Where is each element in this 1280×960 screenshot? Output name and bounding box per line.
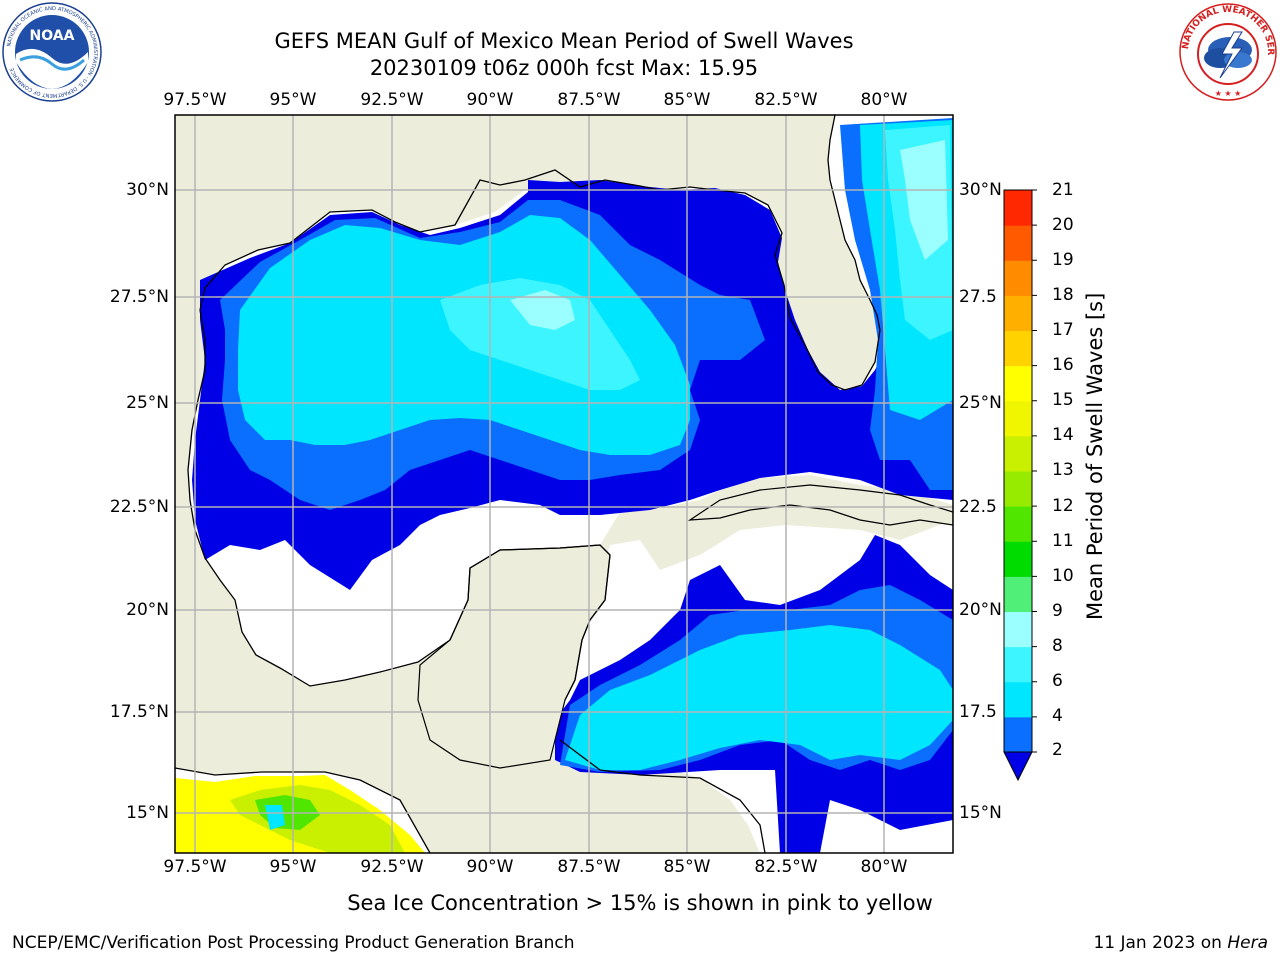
noaa-logo: NOAA NATIONAL OCEANIC AND ATMOSPHERIC AD… xyxy=(2,2,102,102)
colorbar-tick-label: 21 xyxy=(1052,180,1074,200)
lon-tick-bottom: 95°W xyxy=(269,857,317,877)
colorbar-tick-label: 19 xyxy=(1052,250,1074,270)
coastline-mexico xyxy=(187,309,611,701)
colorbar-band xyxy=(1004,190,1032,226)
pacific-swell-cyan xyxy=(265,805,285,830)
lon-tick-top: 85°W xyxy=(663,90,711,110)
colorbar-tick-label: 11 xyxy=(1052,531,1074,551)
lon-tick-bottom: 90°W xyxy=(466,857,514,877)
colorbar-tick-label: 9 xyxy=(1052,601,1063,621)
colorbar-tick-label: 14 xyxy=(1052,425,1074,445)
colorbar-band xyxy=(1004,400,1032,437)
colorbar-band xyxy=(1004,681,1032,718)
grid-lines xyxy=(175,115,953,853)
coastline-central-america xyxy=(175,739,766,853)
lat-tick-right: 20°N xyxy=(959,600,1002,620)
nws-logo: NATIONAL WEATHER SERVICE ★ ★ ★ xyxy=(1175,0,1278,102)
lat-tick-left: 22.5°N xyxy=(109,497,169,517)
colorbar-tick-label: 20 xyxy=(1052,215,1074,235)
colorbar-band xyxy=(1004,330,1032,367)
footer-credit: NCEP/EMC/Verification Post Processing Pr… xyxy=(12,933,575,953)
lat-tick-right: 22.5 xyxy=(959,497,997,517)
footer-date: 11 Jan 2023 on Hera xyxy=(1093,933,1268,953)
colorbar-tick-label: 15 xyxy=(1052,390,1074,410)
map-title: GEFS MEAN Gulf of Mexico Mean Period of … xyxy=(274,29,854,53)
lat-tick-left: 25°N xyxy=(126,393,169,413)
colorbar-band xyxy=(1004,541,1032,577)
colorbar-band xyxy=(1004,506,1032,542)
lat-tick-left: 15°N xyxy=(126,803,169,823)
colorbar-label: Mean Period of Swell Waves [s] xyxy=(1083,292,1107,620)
colorbar-tick-label: 2 xyxy=(1052,740,1063,760)
svg-text:NOAA: NOAA xyxy=(30,28,75,44)
lat-tick-right: 27.5 xyxy=(959,287,997,307)
colorbar-band xyxy=(1004,435,1032,472)
colorbar-tick-label: 13 xyxy=(1052,460,1074,480)
colorbar-band xyxy=(1004,611,1032,648)
lon-tick-top: 80°W xyxy=(860,90,908,110)
coastline-us xyxy=(199,115,881,391)
lat-tick-right: 17.5 xyxy=(959,702,997,722)
lat-tick-right: 30°N xyxy=(959,180,1002,200)
lat-tick-left: 30°N xyxy=(126,180,169,200)
lon-tick-bottom: 92.5°W xyxy=(360,857,424,877)
footer-host: Hera xyxy=(1227,933,1268,953)
colorbar-band xyxy=(1004,716,1032,753)
lat-tick-right: 25°N xyxy=(959,393,1002,413)
colorbar-band xyxy=(1004,260,1032,296)
colorbar xyxy=(1003,189,1037,782)
colorbar-extend-min xyxy=(1003,751,1033,782)
lat-tick-left: 27.5°N xyxy=(109,287,169,307)
lat-tick-right: 15°N xyxy=(959,803,1002,823)
colorbar-tick-label: 4 xyxy=(1052,706,1063,726)
lon-tick-top: 97.5°W xyxy=(163,90,227,110)
colorbar-tick-label: 12 xyxy=(1052,496,1074,516)
lon-tick-top: 92.5°W xyxy=(360,90,424,110)
lat-tick-left: 20°N xyxy=(126,600,169,620)
lon-tick-bottom: 80°W xyxy=(860,857,908,877)
lon-tick-top: 95°W xyxy=(269,90,317,110)
lon-tick-bottom: 97.5°W xyxy=(163,857,227,877)
lon-tick-bottom: 82.5°W xyxy=(754,857,818,877)
map-subtitle: 20230109 t06z 000h fcst Max: 15.95 xyxy=(369,56,759,80)
colorbar-tick-label: 8 xyxy=(1052,636,1063,656)
lon-tick-top: 90°W xyxy=(466,90,514,110)
lat-tick-left: 17.5°N xyxy=(109,702,169,722)
lon-tick-bottom: 85°W xyxy=(663,857,711,877)
colorbar-tick-label: 17 xyxy=(1052,320,1074,340)
swell-band-6-8-caribbean xyxy=(565,625,953,770)
colorbar-band xyxy=(1004,225,1032,261)
colorbar-band xyxy=(1004,646,1032,683)
sea-ice-note: Sea Ice Concentration > 15% is shown in … xyxy=(347,891,933,915)
colorbar-band xyxy=(1004,295,1032,331)
colorbar-band xyxy=(1004,576,1032,612)
swell-band-9-10 xyxy=(510,290,575,330)
colorbar-band xyxy=(1004,471,1032,507)
colorbar-tick-label: 6 xyxy=(1052,671,1063,691)
colorbar-tick-label: 10 xyxy=(1052,566,1074,586)
footer-date-text: 11 Jan 2023 on xyxy=(1093,933,1228,953)
colorbar-tick-label: 16 xyxy=(1052,355,1074,375)
colorbar-tick-label: 18 xyxy=(1052,285,1074,305)
svg-text:★ ★ ★: ★ ★ ★ xyxy=(1215,89,1242,98)
lon-tick-top: 82.5°W xyxy=(754,90,818,110)
lon-tick-top: 87.5°W xyxy=(557,90,621,110)
lon-tick-bottom: 87.5°W xyxy=(557,857,621,877)
map-frame xyxy=(174,114,954,854)
colorbar-band xyxy=(1004,365,1032,402)
swell-band-9-10-atlantic xyxy=(900,140,948,260)
